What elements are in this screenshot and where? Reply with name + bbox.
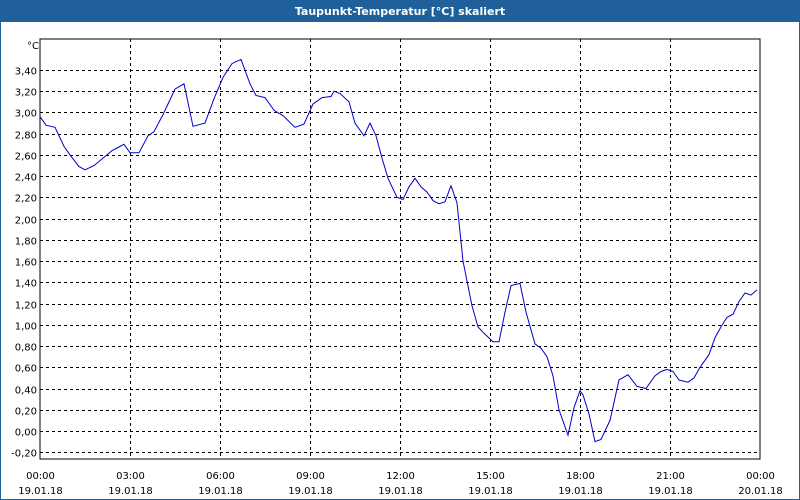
y-tick-label: 2,00 [15, 216, 37, 227]
x-tick-date: 19.01.18 [648, 486, 693, 497]
y-tick-label: 2,20 [15, 194, 37, 205]
x-tick-time: 12:00 [386, 471, 415, 482]
x-tick-time: 09:00 [296, 471, 325, 482]
y-tick-label: 2,60 [15, 152, 37, 163]
x-tick-date: 19.01.18 [108, 486, 153, 497]
x-tick-date: 19.01.18 [288, 486, 333, 497]
x-tick-date: 19.01.18 [378, 486, 423, 497]
y-unit-label: °C [27, 41, 39, 52]
x-tick-date: 19.01.18 [198, 486, 243, 497]
y-tick-label: 0,20 [15, 407, 37, 418]
x-tick-time: 06:00 [206, 471, 235, 482]
chart-title: Taupunkt-Temperatur [°C] skaliert [1, 1, 799, 22]
x-tick-date: 19.01.18 [18, 486, 63, 497]
y-tick-label: 0,80 [15, 343, 37, 354]
y-tick-label: 0,00 [15, 428, 37, 439]
y-tick-label: 0,60 [15, 364, 37, 375]
y-tick-label: 3,20 [15, 88, 37, 99]
y-tick-label: 2,80 [15, 131, 37, 142]
y-tick-label: 1,20 [15, 301, 37, 312]
y-tick-label: 1,80 [15, 237, 37, 248]
y-tick-label: 3,00 [15, 109, 37, 120]
y-tick-label: 2,40 [15, 173, 37, 184]
y-tick-label: 3,40 [15, 67, 37, 78]
x-tick-time: 00:00 [26, 471, 55, 482]
plot-border [39, 38, 761, 460]
x-tick-time: 03:00 [116, 471, 145, 482]
x-axis-ticks: 00:00 19.01.18 03:00 19.01.18 06:00 19.01.18 0… [18, 471, 783, 497]
y-tick-label: 1,60 [15, 258, 37, 269]
y-axis-ticks: 3,40 3,20 3,00 2,80 2,60 2,40 2,20 2,00 1,80 1,60… [11, 67, 37, 460]
series-layer [39, 58, 758, 443]
grid [40, 39, 760, 459]
x-tick-time: 00:00 [746, 471, 775, 482]
x-tick-time: 21:00 [656, 471, 685, 482]
y-tick-label: 1,40 [15, 279, 37, 290]
x-tick-date: 19.01.18 [468, 486, 513, 497]
y-tick-label: 0,40 [15, 386, 37, 397]
y-tick-label: -0,20 [11, 449, 37, 460]
series-line [39, 58, 758, 443]
y-tick-label: 1,00 [15, 322, 37, 333]
x-tick-time: 18:00 [566, 471, 595, 482]
x-tick-date: 19.01.18 [558, 486, 603, 497]
x-tick-date: 20.01.18 [738, 486, 783, 497]
x-tick-time: 15:00 [476, 471, 505, 482]
